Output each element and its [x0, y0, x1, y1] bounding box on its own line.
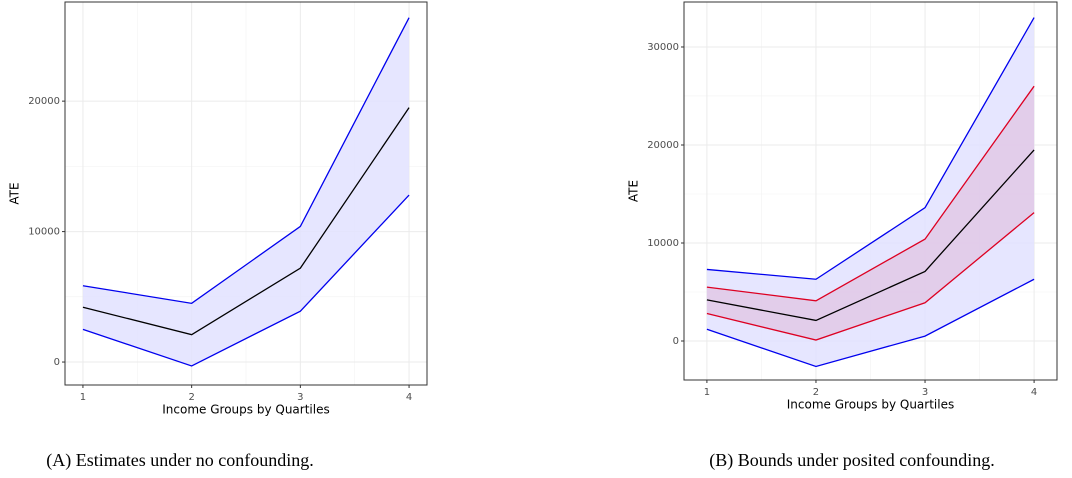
caption: (B) Bounds under posited confounding. — [709, 450, 994, 471]
y-tick-label: 20000 — [647, 140, 679, 151]
band-upper-line — [706, 17, 1035, 280]
series-line — [706, 149, 1035, 322]
y-tick-label: 10000 — [647, 238, 679, 249]
band-upper-line — [82, 17, 410, 305]
band-upper-line — [706, 85, 1035, 302]
panel-border — [683, 1, 1058, 381]
x-tick-label: 4 — [1031, 387, 1037, 398]
series-line — [82, 107, 410, 336]
x-tick-label: 4 — [406, 392, 412, 403]
y-tick-label: 20000 — [28, 96, 60, 107]
x-tick-label: 1 — [80, 392, 86, 403]
y-axis-title: ATE — [627, 180, 641, 202]
y-tick-label: 10000 — [28, 227, 60, 238]
band-lower-line — [706, 278, 1035, 368]
y-tick-label: 30000 — [647, 42, 679, 53]
x-tick-label: 2 — [188, 392, 194, 403]
y-tick-label: 0 — [673, 336, 679, 347]
x-tick-label: 2 — [813, 387, 819, 398]
x-tick-label: 3 — [297, 392, 303, 403]
band-fill — [82, 17, 410, 366]
y-axis-title: ATE — [8, 182, 22, 204]
panel-border — [64, 1, 428, 386]
x-axis-title: Income Groups by Quartiles — [162, 403, 329, 417]
x-tick-label: 3 — [922, 387, 928, 398]
x-axis-title: Income Groups by Quartiles — [787, 398, 954, 412]
y-tick-label: 0 — [54, 357, 60, 368]
band-lower-line — [706, 212, 1035, 341]
band-fill — [706, 86, 1035, 341]
x-tick-label: 1 — [704, 387, 710, 398]
caption: (A) Estimates under no confounding. — [46, 450, 313, 471]
band-lower-line — [82, 194, 410, 367]
